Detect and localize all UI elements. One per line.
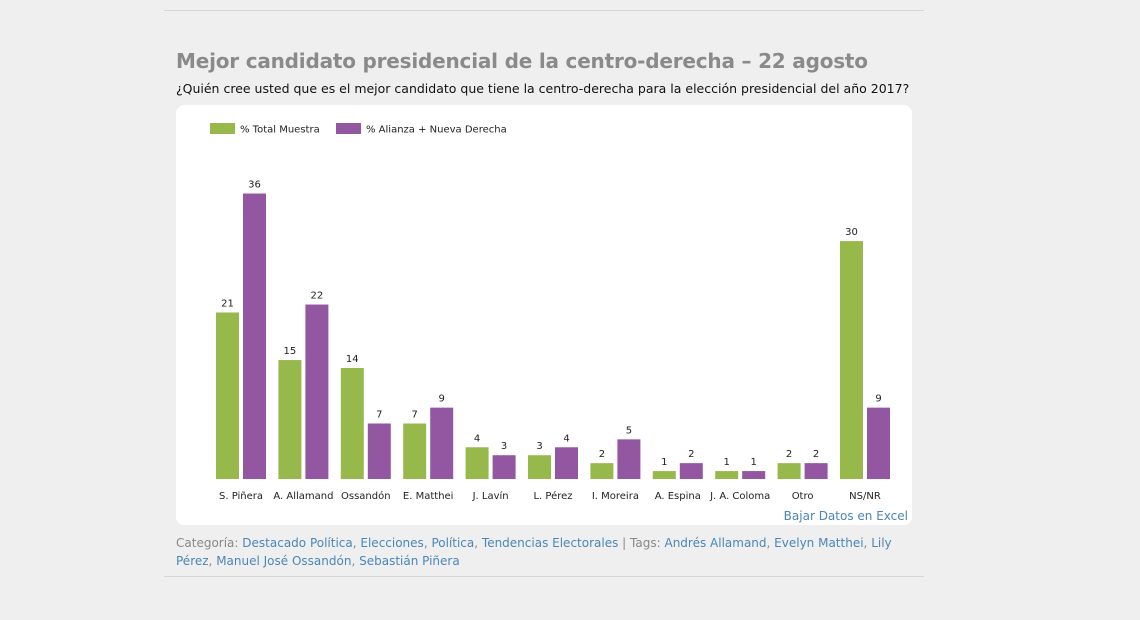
bar-series2-7 bbox=[679, 463, 703, 479]
bar-series1-3 bbox=[403, 423, 427, 479]
data-label-series1-0: 21 bbox=[221, 298, 234, 309]
chart-question: ¿Quién cree usted que es el mejor candid… bbox=[176, 81, 910, 96]
category-label-5: L. Pérez bbox=[533, 490, 572, 502]
bar-series2-5 bbox=[555, 447, 578, 479]
bar-series1-4 bbox=[465, 447, 489, 479]
data-label-series2-9: 2 bbox=[813, 449, 819, 460]
data-label-series2-5: 4 bbox=[563, 433, 569, 444]
page-title: Mejor candidato presidencial de la centr… bbox=[176, 49, 868, 73]
category-label-9: Otro bbox=[792, 491, 814, 502]
bar-series1-6 bbox=[590, 463, 614, 479]
data-label-series2-3: 9 bbox=[439, 394, 445, 405]
data-label-series1-6: 2 bbox=[599, 449, 605, 460]
bar-series2-6 bbox=[617, 439, 641, 479]
legend-label-1: % Total Muestra bbox=[240, 125, 320, 136]
category-label-4: J. Lavín bbox=[472, 490, 509, 502]
category-label-10: NS/NR bbox=[849, 491, 881, 502]
bottom-divider bbox=[164, 576, 924, 577]
data-label-series2-4: 3 bbox=[501, 441, 507, 452]
tags-label: Tags: bbox=[630, 536, 661, 550]
data-label-series1-7: 1 bbox=[661, 457, 667, 468]
tag-link[interactable]: Sebastián Piñera bbox=[359, 554, 460, 568]
category-link[interactable]: Elecciones bbox=[360, 536, 424, 550]
bar-series2-2 bbox=[367, 423, 391, 479]
tag-link[interactable]: Andrés Allamand bbox=[664, 536, 767, 550]
category-label-2: Ossandón bbox=[341, 490, 391, 502]
category-label-8: J. A. Coloma bbox=[709, 491, 770, 502]
data-label-series1-3: 7 bbox=[412, 409, 418, 420]
data-label-series2-8: 1 bbox=[751, 457, 757, 468]
bar-series2-3 bbox=[430, 407, 454, 479]
category-link[interactable]: Política bbox=[431, 536, 475, 550]
category-list: Destacado Política, Elecciones, Política… bbox=[242, 536, 619, 550]
data-label-series2-7: 2 bbox=[688, 449, 694, 460]
data-label-series2-6: 5 bbox=[626, 425, 632, 436]
legend-swatch-2 bbox=[336, 123, 361, 134]
category-label-6: I. Moreira bbox=[592, 491, 639, 502]
top-divider bbox=[164, 10, 924, 11]
legend-swatch-1 bbox=[210, 123, 235, 134]
meta-separator: | bbox=[622, 536, 627, 550]
bar-series2-0 bbox=[243, 193, 266, 479]
bar-series1-2 bbox=[340, 367, 364, 479]
data-label-series1-1: 15 bbox=[284, 346, 297, 357]
data-label-series1-4: 4 bbox=[474, 433, 480, 444]
data-label-series1-10: 30 bbox=[845, 227, 858, 238]
bar-chart: % Total Muestra % Alianza + Nueva Derecha… bbox=[210, 123, 890, 502]
chart-card: % Total Muestra % Alianza + Nueva Derecha… bbox=[176, 105, 912, 525]
tag-link[interactable]: Lily Pérez bbox=[176, 536, 892, 568]
data-label-series1-9: 2 bbox=[786, 449, 792, 460]
bar-series2-10 bbox=[867, 407, 890, 479]
tag-list: Andrés Allamand, Evelyn Matthei, Lily Pé… bbox=[176, 536, 892, 568]
post-meta: Categoría: Destacado Política, Eleccione… bbox=[176, 534, 916, 570]
category-label-3: E. Matthei bbox=[403, 491, 454, 502]
download-excel-link[interactable]: Bajar Datos en Excel bbox=[783, 509, 908, 523]
bar-series1-10 bbox=[840, 241, 863, 479]
data-label-series1-5: 3 bbox=[536, 441, 542, 452]
data-label-series2-1: 22 bbox=[311, 291, 324, 302]
data-label-series2-0: 36 bbox=[248, 180, 261, 191]
category-label-7: A. Espina bbox=[655, 491, 701, 502]
bar-series2-4 bbox=[492, 455, 516, 479]
tag-link[interactable]: Manuel José Ossandón bbox=[216, 554, 352, 568]
bar-series1-9 bbox=[777, 463, 801, 479]
category-label-1: A. Allamand bbox=[273, 491, 333, 502]
legend-label-2: % Alianza + Nueva Derecha bbox=[366, 125, 507, 136]
bar-series1-7 bbox=[652, 471, 676, 479]
bar-series1-8 bbox=[715, 471, 739, 479]
bar-series2-9 bbox=[804, 463, 828, 479]
bar-series1-0 bbox=[216, 312, 239, 479]
data-label-series1-8: 1 bbox=[724, 457, 730, 468]
category-link[interactable]: Tendencias Electorales bbox=[481, 536, 619, 550]
bar-series2-1 bbox=[305, 304, 329, 479]
bar-series2-8 bbox=[742, 471, 766, 479]
category-label: Categoría: bbox=[176, 536, 239, 550]
bar-series1-5 bbox=[528, 455, 551, 479]
data-label-series2-2: 7 bbox=[376, 409, 382, 420]
data-label-series1-2: 14 bbox=[346, 354, 359, 365]
category-label-0: S. Piñera bbox=[219, 491, 263, 502]
category-link[interactable]: Destacado Política bbox=[242, 536, 353, 550]
tag-link[interactable]: Evelyn Matthei bbox=[774, 536, 864, 550]
bar-series1-1 bbox=[278, 360, 302, 479]
data-label-series2-10: 9 bbox=[875, 394, 881, 405]
